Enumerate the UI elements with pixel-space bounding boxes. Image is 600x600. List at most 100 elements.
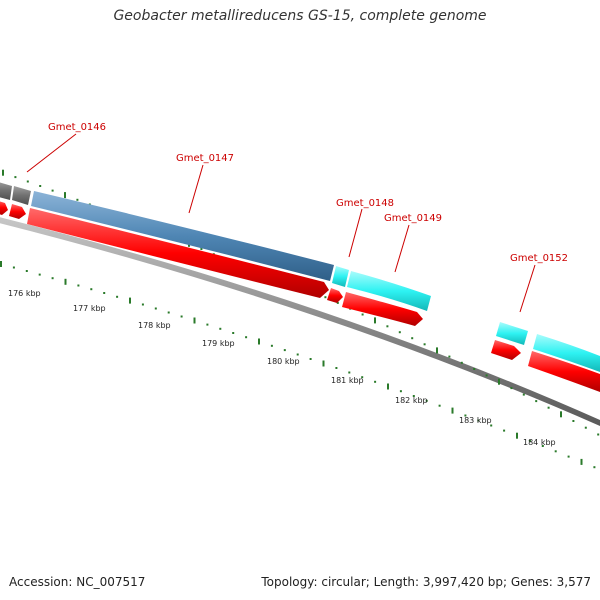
outer-tick [64, 192, 66, 199]
inner-tick [154, 307, 157, 310]
outer-tick [411, 337, 414, 340]
cds-arrow-1 [0, 201, 8, 215]
gene-label-gmet-0147: Gmet_0147 [176, 153, 234, 164]
scale-label-176: 176 kbp [8, 289, 41, 298]
gene-feature-gmet-0152 [496, 322, 528, 345]
leader-gmet-0148 [348, 208, 363, 258]
cds-arrow-6 [491, 340, 521, 360]
gene-label-gmet-0148: Gmet_0148 [336, 198, 394, 209]
outer-tick [522, 393, 525, 396]
inner-tick [51, 277, 54, 280]
outer-tick [39, 185, 42, 187]
inner-tick [12, 266, 15, 269]
cds-arrow-2 [9, 204, 26, 219]
outer-tick [200, 248, 203, 250]
inner-tick [348, 371, 351, 374]
inner-tick [554, 450, 557, 453]
inner-tick [309, 358, 312, 360]
inner-tick [64, 278, 67, 285]
gene-label-gmet-0152: Gmet_0152 [510, 253, 568, 264]
cds-arrow-5 [342, 292, 423, 326]
map-title: Geobacter metallireducens GS-15, complet… [113, 8, 487, 24]
gene-label-gmet-0146: Gmet_0146 [48, 122, 106, 133]
inner-tick [270, 344, 273, 347]
genome-backbone [0, 217, 600, 426]
outer-tick [26, 180, 29, 183]
scale-label-183: 183 kbp [459, 416, 492, 425]
outer-tick [473, 368, 476, 370]
gene-feature-gray-2 [12, 186, 31, 205]
inner-tick [283, 349, 286, 352]
inner-tick [116, 295, 119, 298]
forward-strand-genes [0, 182, 600, 372]
inner-scale-ticks [0, 261, 596, 469]
scale-label-179: 179 kbp [202, 339, 235, 348]
inner-tick [245, 336, 248, 339]
outer-tick [560, 411, 562, 418]
inner-tick [503, 429, 506, 432]
outer-tick [324, 296, 327, 299]
inner-tick [374, 380, 377, 383]
outer-tick [498, 378, 500, 385]
outer-tick [361, 313, 364, 316]
outer-tick [510, 387, 513, 390]
inner-tick [580, 458, 583, 465]
inner-tick [528, 439, 531, 442]
outer-tick [460, 361, 463, 364]
inner-tick [451, 407, 454, 414]
inner-tick [141, 303, 144, 306]
outer-tick [584, 426, 587, 429]
outer-tick [398, 331, 401, 334]
inner-tick [490, 424, 493, 427]
inner-tick [167, 311, 170, 314]
scale-label-182: 182 kbp [395, 396, 428, 405]
outer-tick [2, 169, 4, 176]
inner-tick [103, 292, 106, 294]
inner-tick [541, 445, 544, 447]
outer-tick [597, 433, 600, 436]
outer-tick [485, 374, 488, 377]
gene-feature-gmet-0147 [31, 191, 334, 281]
cds-arrow-3 [27, 208, 329, 298]
inner-tick [464, 414, 467, 417]
scale-label-178: 178 kbp [138, 321, 171, 330]
inner-tick [361, 376, 364, 379]
inner-tick [258, 338, 260, 345]
outer-tick [374, 317, 376, 324]
cds-arrow-4 [327, 288, 343, 303]
inner-tick [387, 383, 389, 390]
scale-label-184: 184 kbp [523, 438, 556, 447]
inner-tick [425, 399, 428, 402]
inner-tick [412, 395, 415, 397]
inner-tick [129, 297, 131, 304]
scale-labels: 176 kbp 177 kbp 178 kbp 179 kbp 180 kbp … [8, 289, 556, 447]
scale-label-177: 177 kbp [73, 304, 106, 313]
leader-gmet-0147 [188, 164, 204, 214]
scale-label-180: 180 kbp [267, 357, 300, 366]
inner-tick [516, 432, 518, 439]
inner-tick [438, 404, 441, 407]
leader-gmet-0152 [519, 264, 536, 313]
inner-tick [25, 270, 28, 272]
inner-tick [296, 353, 299, 356]
gene-feature-cyan-right [533, 334, 600, 372]
leader-gmet-0149 [394, 224, 410, 273]
outer-tick [535, 400, 538, 403]
inner-tick [335, 367, 338, 369]
gene-feature-gray-1 [0, 182, 12, 200]
outer-tick [423, 343, 426, 346]
topology-summary-text: Topology: circular; Length: 3,997,420 bp… [261, 575, 591, 589]
cds-arrow-7 [528, 351, 600, 392]
outer-tick [76, 198, 79, 201]
inner-tick [219, 327, 222, 330]
accession-text: Accession: NC_007517 [9, 575, 146, 589]
inner-tick [593, 466, 596, 469]
inner-tick [0, 261, 2, 267]
inner-tick [322, 360, 325, 367]
inner-tick [180, 315, 183, 318]
outer-tick [572, 420, 575, 422]
label-leader-lines [26, 133, 536, 313]
inner-tick [477, 419, 480, 422]
inner-tick [90, 288, 93, 291]
outer-tick [336, 301, 339, 304]
